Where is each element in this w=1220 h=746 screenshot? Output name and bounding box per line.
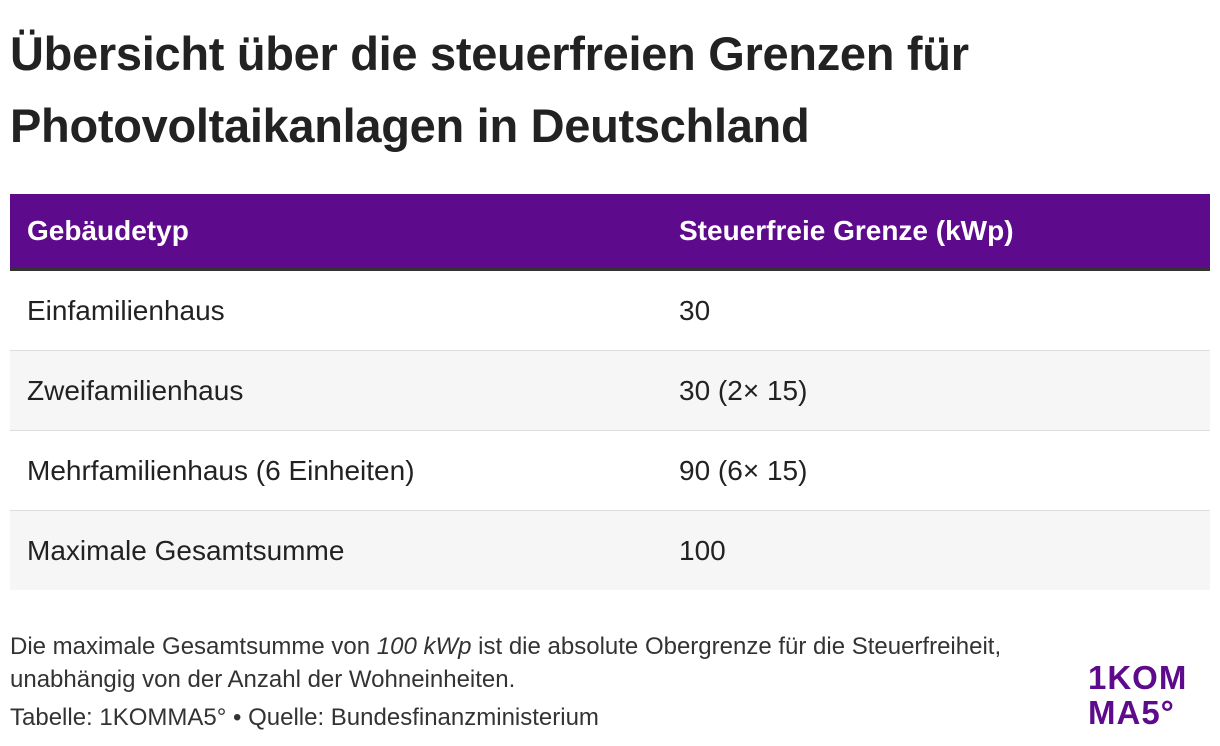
column-header: Steuerfreie Grenze (kWp) bbox=[679, 194, 1210, 271]
table-row: Zweifamilienhaus 30 (2× 15) bbox=[10, 350, 1210, 431]
table: Gebäudetyp Steuerfreie Grenze (kWp) Einf… bbox=[10, 194, 1210, 590]
footnote: Die maximale Gesamtsumme von 100 kWp ist… bbox=[10, 630, 1010, 696]
table-cell: Mehrfamilienhaus (6 Einheiten) bbox=[10, 430, 679, 511]
logo-line: MA5° bbox=[1088, 694, 1175, 731]
column-header: Gebäudetyp bbox=[10, 194, 679, 271]
table-cell: Maximale Gesamtsumme bbox=[10, 510, 679, 590]
table-body: Einfamilienhaus 30 Zweifamilienhaus 30 (2× … bbox=[10, 269, 1210, 590]
table-cell: Einfamilienhaus bbox=[10, 269, 679, 351]
title: Übersicht über die steuerfreien Grenzen … bbox=[10, 27, 969, 152]
table-row: Mehrfamilienhaus (6 Einheiten) 90 (6× 15) bbox=[10, 430, 1210, 511]
table-cell: 30 bbox=[679, 269, 1210, 351]
table-cell: 100 bbox=[679, 510, 1210, 590]
table-cell: 90 (6× 15) bbox=[679, 430, 1210, 511]
table-row: Einfamilienhaus 30 bbox=[10, 269, 1210, 351]
note-text: Die maximale Gesamtsumme von bbox=[10, 633, 377, 660]
logo: 1KOM MA5° bbox=[1088, 660, 1187, 730]
table-cell: 30 (2× 15) bbox=[679, 350, 1210, 431]
header-row: Gebäudetyp Steuerfreie Grenze (kWp) bbox=[10, 194, 1210, 271]
note-text: ist die absolute Obergrenze für die Steu… bbox=[10, 633, 1002, 693]
note-emphasis: 100 kWp bbox=[376, 633, 472, 660]
source: Tabelle: 1KOMMA5° • Quelle: Bundesfinanz… bbox=[10, 704, 599, 731]
logo-line: 1KOM bbox=[1088, 659, 1188, 696]
table-cell: Zweifamilienhaus bbox=[10, 350, 679, 431]
table-row: Maximale Gesamtsumme 100 bbox=[10, 510, 1210, 590]
